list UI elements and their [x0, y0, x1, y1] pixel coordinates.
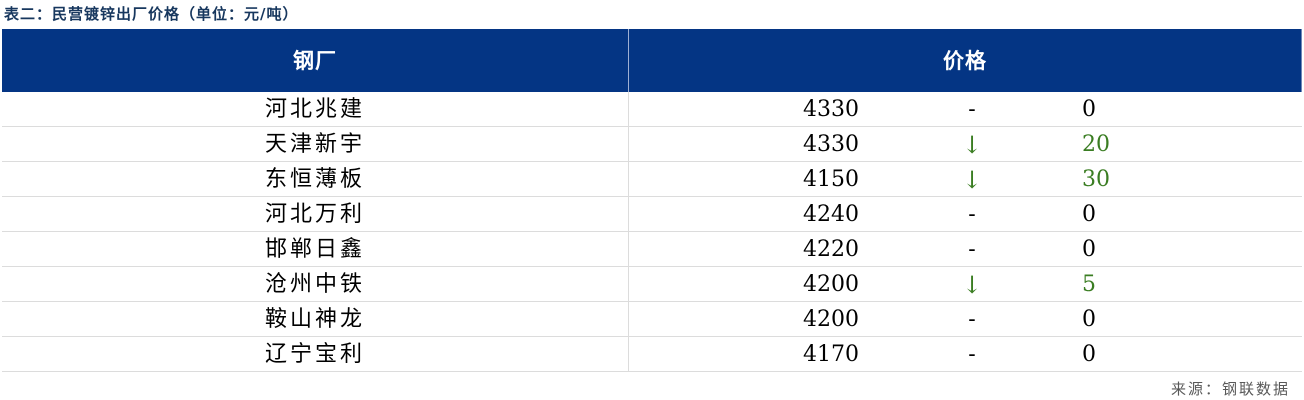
down-arrow-icon: ↓	[961, 271, 983, 299]
steel-mill-name: 沧州中铁	[264, 272, 365, 297]
table-row: 河北兆建 4330 - 0	[2, 92, 1302, 127]
column-divider	[628, 127, 629, 161]
price-change: 20	[1082, 132, 1110, 157]
price-change: 0	[1082, 97, 1096, 122]
table-row: 河北万利 4240 - 0	[2, 197, 1302, 232]
table-row: 辽宁宝利 4170 - 0	[2, 337, 1302, 372]
steel-mill-name: 河北兆建	[264, 97, 365, 122]
table-header: 钢厂 价格	[2, 29, 1302, 92]
price-value: 4330	[803, 97, 859, 122]
steel-mill-name: 天津新宇	[264, 132, 365, 157]
table-row: 沧州中铁 4200 ↓ 5	[2, 267, 1302, 302]
table-title: 表二：民营镀锌出厂价格（单位：元/吨）	[4, 5, 299, 23]
price-value: 4240	[803, 202, 859, 227]
column-divider	[628, 337, 629, 371]
no-change-dash: -	[968, 342, 976, 367]
table-row: 鞍山神龙 4200 - 0	[2, 302, 1302, 337]
table-row: 天津新宇 4330 ↓ 20	[2, 127, 1302, 162]
table-row: 东恒薄板 4150 ↓ 30	[2, 162, 1302, 197]
price-value: 4200	[803, 307, 859, 332]
column-divider	[628, 197, 629, 231]
price-value: 4330	[803, 132, 859, 157]
price-value: 4220	[803, 237, 859, 262]
price-change: 0	[1082, 202, 1096, 227]
price-change: 0	[1082, 237, 1096, 262]
down-arrow-icon: ↓	[961, 131, 983, 159]
price-change: 5	[1082, 272, 1096, 297]
price-change: 30	[1082, 167, 1110, 192]
price-change: 0	[1082, 342, 1096, 367]
header-price: 价格	[943, 48, 987, 73]
price-value: 4150	[803, 167, 859, 192]
price-value: 4200	[803, 272, 859, 297]
column-divider	[628, 92, 629, 126]
steel-mill-name: 东恒薄板	[264, 167, 365, 192]
price-value: 4170	[803, 342, 859, 367]
steel-mill-name: 河北万利	[264, 202, 365, 227]
steel-mill-name: 邯郸日鑫	[264, 237, 365, 262]
table-body: 河北兆建 4330 - 0 天津新宇 4330 ↓ 20 东恒薄板 4150 ↓ 30 河北万利 4240…	[2, 92, 1302, 372]
header-divider	[628, 29, 629, 92]
no-change-dash: -	[968, 202, 976, 227]
column-divider	[628, 232, 629, 266]
column-divider	[628, 302, 629, 336]
no-change-dash: -	[968, 307, 976, 332]
steel-mill-name: 鞍山神龙	[264, 307, 365, 332]
column-divider	[628, 267, 629, 301]
no-change-dash: -	[968, 237, 976, 262]
down-arrow-icon: ↓	[961, 166, 983, 194]
source-note: 来源：钢联数据	[1170, 380, 1290, 398]
no-change-dash: -	[968, 97, 976, 122]
steel-mill-name: 辽宁宝利	[264, 342, 365, 367]
table-row: 邯郸日鑫 4220 - 0	[2, 232, 1302, 267]
column-divider	[628, 162, 629, 196]
header-steel-mill: 钢厂	[293, 48, 337, 73]
price-change: 0	[1082, 307, 1096, 332]
